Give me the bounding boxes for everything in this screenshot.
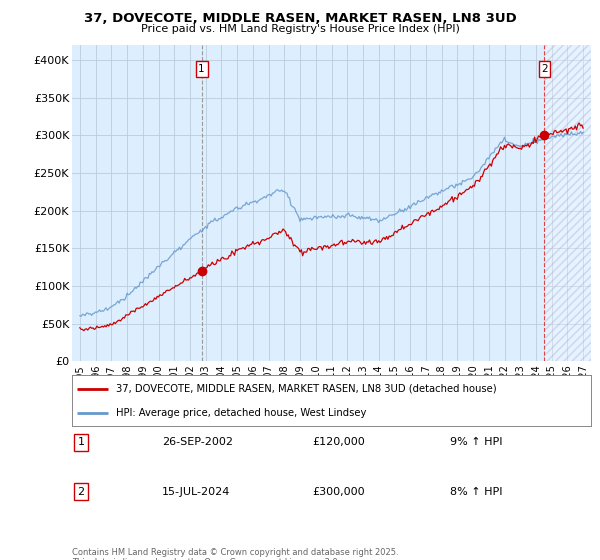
Bar [544,45,591,361]
Text: HPI: Average price, detached house, West Lindsey: HPI: Average price, detached house, West… [116,408,367,418]
Text: 1: 1 [198,64,205,74]
Text: 8% ↑ HPI: 8% ↑ HPI [450,487,503,497]
Bar [544,45,591,361]
Text: 2: 2 [541,64,548,74]
Text: 1: 1 [77,437,85,447]
Text: 37, DOVECOTE, MIDDLE RASEN, MARKET RASEN, LN8 3UD: 37, DOVECOTE, MIDDLE RASEN, MARKET RASEN… [83,12,517,25]
Text: 26-SEP-2002: 26-SEP-2002 [162,437,233,447]
Text: £120,000: £120,000 [312,437,365,447]
Text: Price paid vs. HM Land Registry's House Price Index (HPI): Price paid vs. HM Land Registry's House … [140,24,460,34]
Text: 15-JUL-2024: 15-JUL-2024 [162,487,230,497]
Text: Contains HM Land Registry data © Crown copyright and database right 2025.
This d: Contains HM Land Registry data © Crown c… [72,548,398,560]
Text: 9% ↑ HPI: 9% ↑ HPI [450,437,503,447]
Text: 2: 2 [77,487,85,497]
Text: 37, DOVECOTE, MIDDLE RASEN, MARKET RASEN, LN8 3UD (detached house): 37, DOVECOTE, MIDDLE RASEN, MARKET RASEN… [116,384,497,394]
Text: £300,000: £300,000 [312,487,365,497]
